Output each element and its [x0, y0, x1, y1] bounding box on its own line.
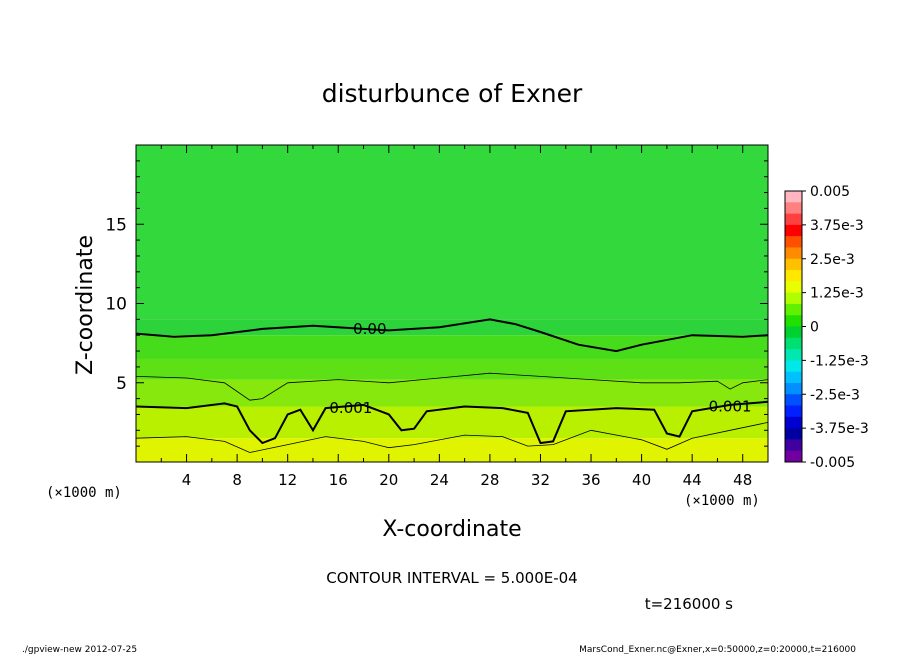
colorbar-swatch — [785, 371, 802, 384]
x-tick-label: 40 — [632, 471, 651, 489]
colorbar-swatch — [785, 224, 802, 237]
x-tick-label: 4 — [182, 471, 192, 489]
colorbar-swatch — [785, 292, 802, 305]
chart-title: disturbunce of Exner — [322, 79, 583, 108]
colorbar-swatch — [785, 236, 802, 248]
contour-lines — [135, 318, 769, 453]
colorbar-swatch — [785, 303, 802, 316]
field-band-5 — [136, 406, 768, 439]
contour-line-3 — [135, 422, 769, 453]
colorbar-swatch — [785, 191, 802, 203]
colorbar — [784, 190, 803, 463]
footer-right: MarsCond_Exner.nc@Exner,x=0:50000,z=0:20… — [579, 645, 856, 654]
colorbar-label: -0.005 — [810, 455, 855, 471]
contour-label: 0.00 — [353, 320, 386, 338]
colorbar-swatch — [785, 281, 802, 294]
x-unit-left: (×1000 m) — [46, 485, 122, 501]
colorbar-label: 2.5e-3 — [810, 252, 855, 268]
field-band-0 — [136, 145, 768, 320]
field-band-4 — [136, 379, 768, 407]
contour-line-2 — [135, 400, 769, 445]
colorbar-swatch — [785, 439, 802, 452]
contour-line-1 — [135, 372, 769, 401]
contour-line-0 — [135, 318, 769, 353]
y-tick-label: 5 — [116, 374, 127, 394]
colorbar-swatch — [785, 270, 802, 282]
x-axis: 4 8 12 16 20 24 28 32 36 40 44 48 — [160, 145, 752, 489]
footer-left: ./gpview-new 2012-07-25 — [22, 645, 137, 654]
colorbar-swatch — [785, 382, 802, 395]
colorbar-label: 1.25e-3 — [810, 286, 864, 302]
colorbar-swatch — [785, 326, 802, 339]
colorbar-label: -1.25e-3 — [810, 353, 869, 369]
colorbar-swatch — [785, 337, 802, 350]
x-tick-label: 16 — [329, 471, 348, 489]
colorbar-swatch — [785, 416, 802, 429]
colorbar-swatch — [785, 405, 802, 418]
colorbar-label: -3.75e-3 — [810, 421, 869, 437]
y-axis: 5 10 15 — [105, 160, 768, 447]
colorbar-swatch — [785, 394, 802, 406]
x-unit-right: (×1000 m) — [684, 493, 760, 509]
colorbar-label: -2.5e-3 — [810, 387, 860, 403]
contour-label: 0.001 — [709, 398, 752, 416]
field-band-2 — [136, 335, 768, 359]
colorbar-label: 0.005 — [810, 184, 850, 200]
y-tick-label: 15 — [105, 215, 127, 235]
x-tick-label: 8 — [232, 471, 242, 489]
field-band-6 — [136, 438, 768, 462]
colorbar-swatch — [785, 247, 802, 260]
y-tick-label: 10 — [105, 295, 127, 315]
x-tick-label: 48 — [733, 471, 752, 489]
x-tick-label: 20 — [379, 471, 398, 489]
colorbar-labels: 0.005 3.75e-3 2.5e-3 1.25e-3 0 -1.25e-3 -2.5e-… — [802, 184, 869, 471]
colorbar-swatch — [785, 213, 802, 226]
contour-labels: 0.00 0.001 0.001 — [329, 320, 751, 417]
field-band-3 — [136, 358, 768, 380]
field-band-1 — [136, 319, 768, 336]
colorbar-swatch — [785, 450, 802, 463]
colorbar-swatch — [785, 202, 802, 214]
x-tick-label: 12 — [278, 471, 297, 489]
colorbar-swatch — [785, 258, 802, 271]
x-tick-label: 24 — [430, 471, 449, 489]
contour-interval-text: CONTOUR INTERVAL = 5.000E-04 — [326, 569, 577, 587]
x-tick-label: 28 — [480, 471, 499, 489]
colorbar-label: 0 — [810, 320, 819, 336]
colorbar-swatch — [785, 315, 802, 327]
x-tick-label: 36 — [581, 471, 600, 489]
y-axis-label: Z-coordinate — [73, 235, 98, 375]
colorbar-swatch — [785, 428, 802, 440]
field-bands — [136, 145, 768, 462]
x-tick-label: 44 — [683, 471, 702, 489]
colorbar-swatch — [785, 360, 802, 373]
contour-label: 0.001 — [329, 399, 372, 417]
x-tick-label: 32 — [531, 471, 550, 489]
x-axis-label: X-coordinate — [382, 517, 521, 542]
time-text: t=216000 s — [645, 595, 733, 613]
colorbar-label: 3.75e-3 — [810, 218, 864, 234]
colorbar-swatch — [785, 349, 802, 361]
